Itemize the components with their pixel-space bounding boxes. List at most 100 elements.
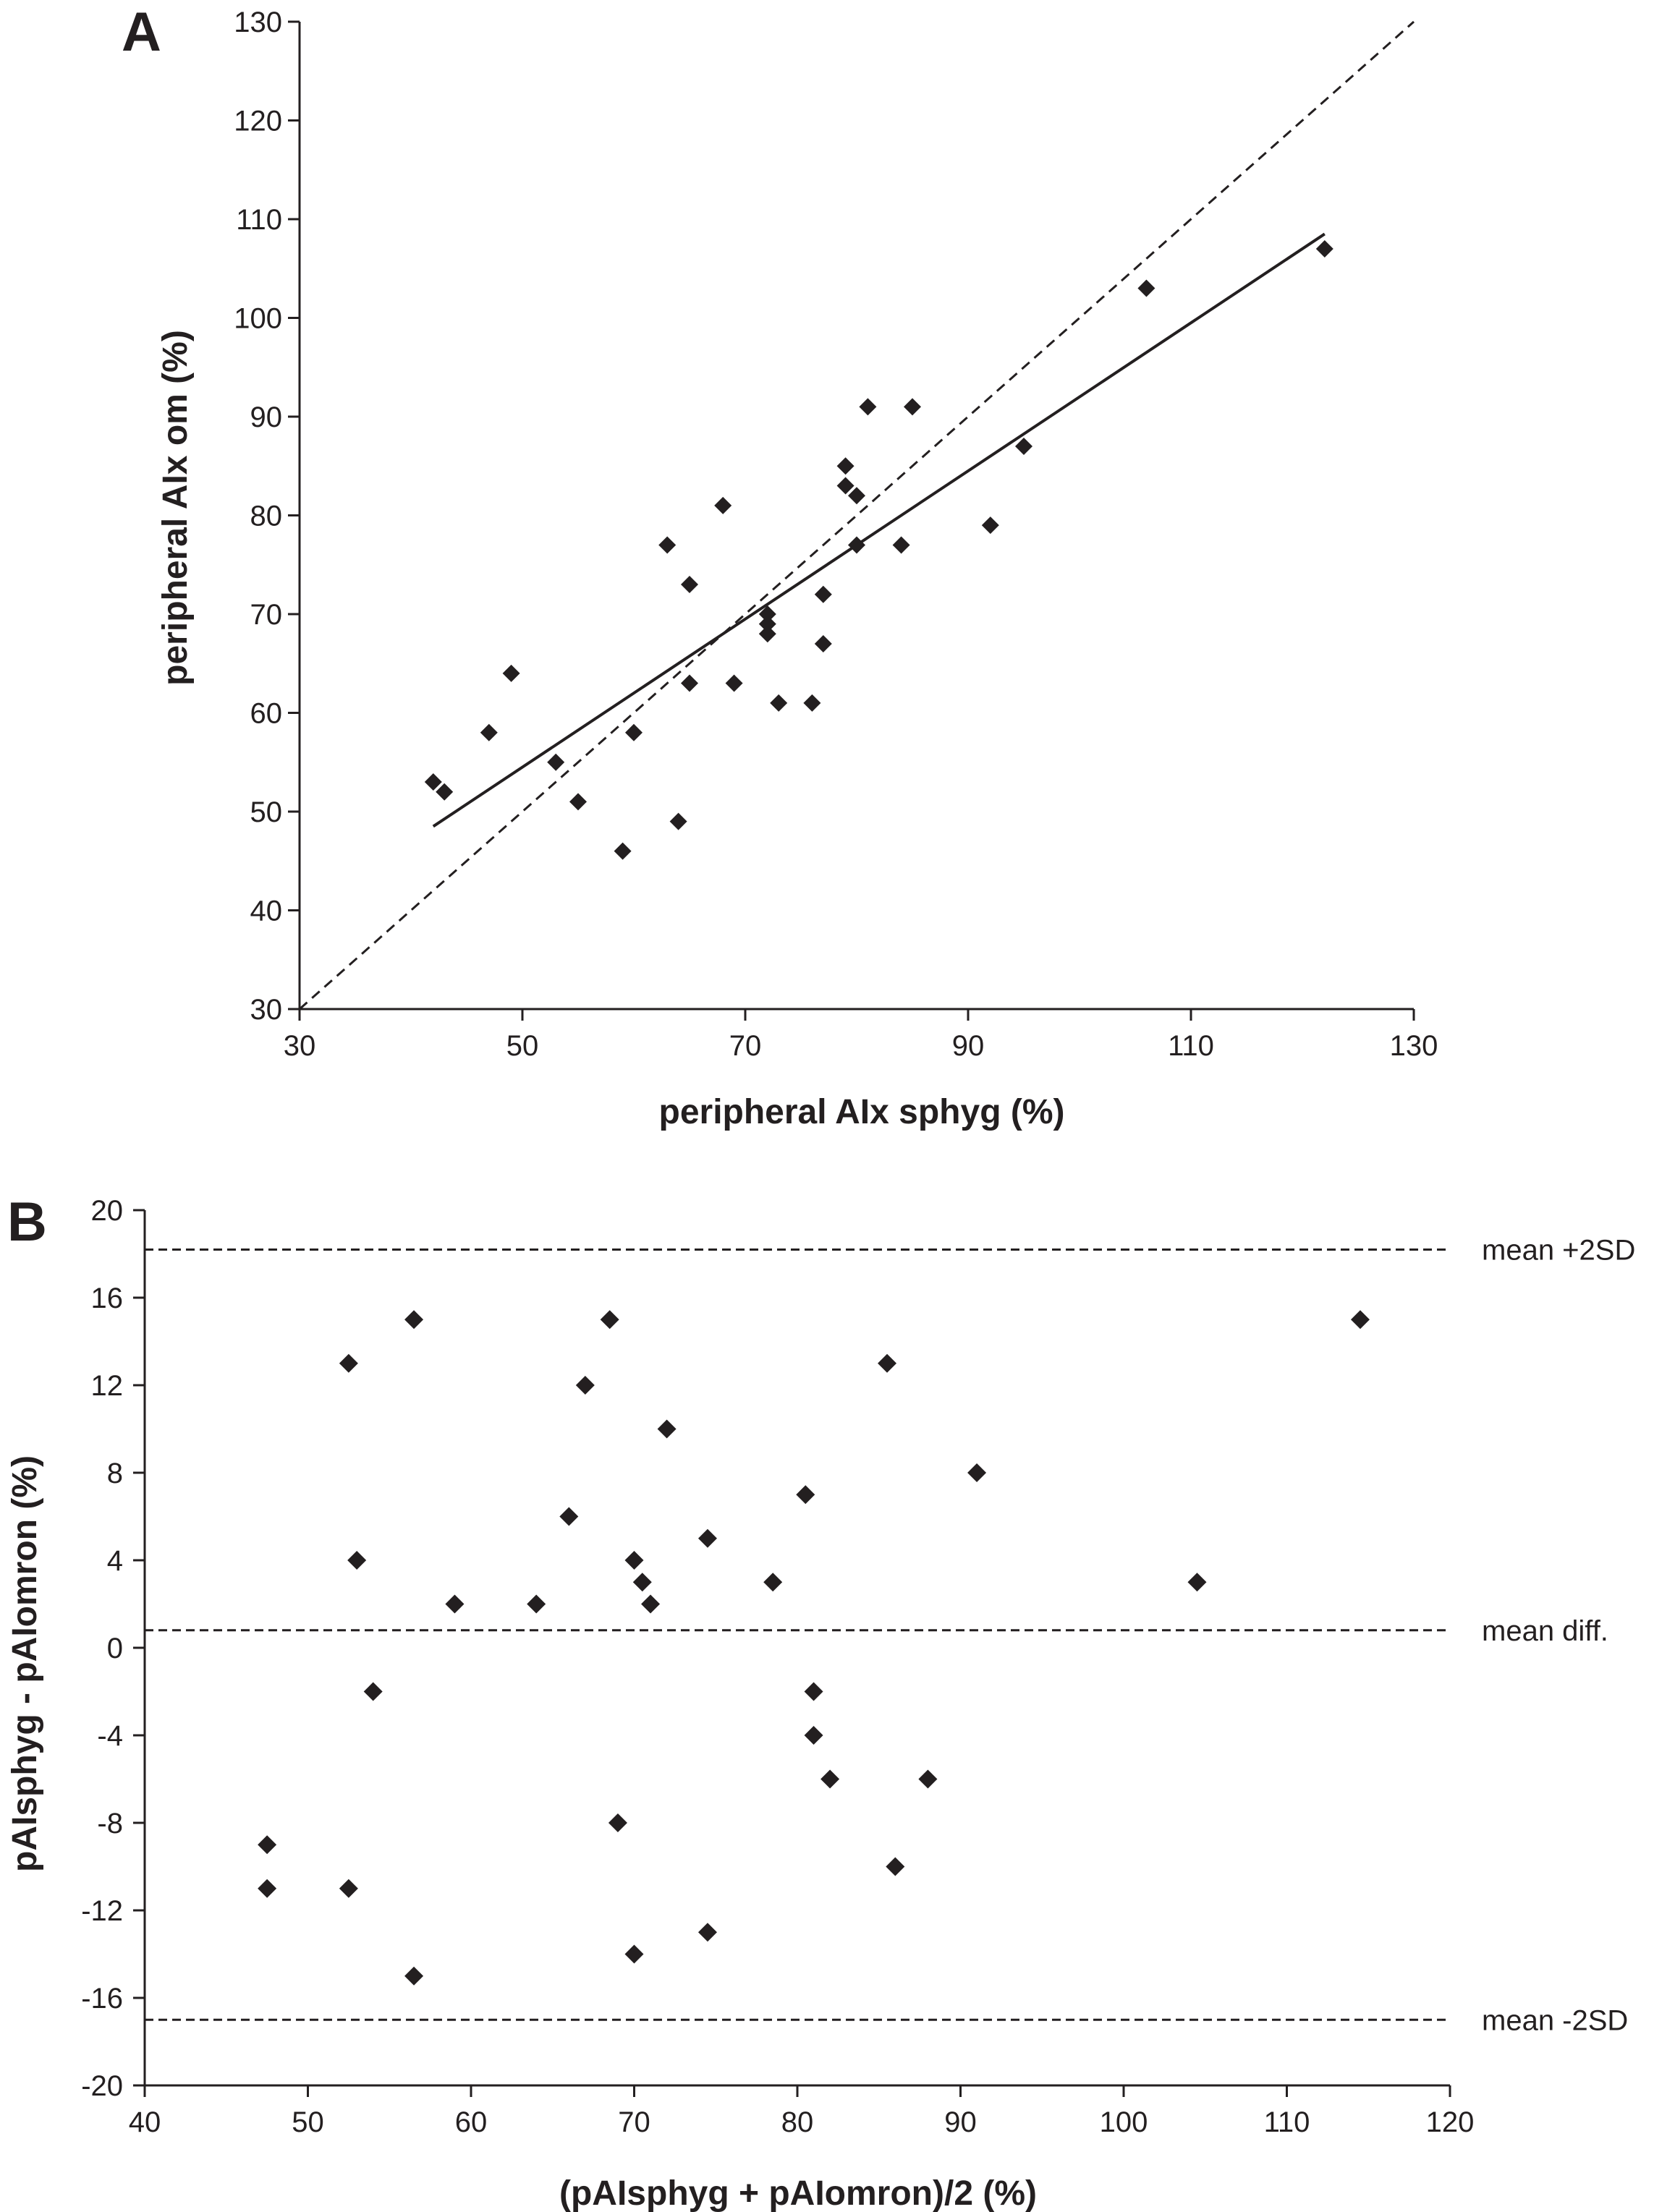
panel-b-x-tick-label: 90 bbox=[944, 2106, 977, 2138]
panel-b-data-point bbox=[404, 1966, 424, 1986]
panel-b-data-point bbox=[624, 1551, 644, 1570]
panel-a-y-tick-label: 30 bbox=[250, 994, 283, 1026]
panel-a-y-tick-label: 70 bbox=[250, 599, 283, 631]
panel-a-data-point bbox=[681, 674, 698, 692]
panel-b-letter: B bbox=[7, 1191, 47, 1253]
panel-a-data-point bbox=[714, 496, 732, 514]
panel-b-data-point bbox=[575, 1376, 595, 1395]
panel-b-x-tick-label: 80 bbox=[781, 2106, 814, 2138]
panel-b-x-tick-label: 110 bbox=[1264, 2106, 1310, 2138]
panel-b-data-point bbox=[347, 1551, 367, 1570]
panel-a-y-tick-label: 100 bbox=[234, 303, 282, 335]
panel-b-data-point bbox=[339, 1879, 358, 1898]
panel-a-x-tick-label: 70 bbox=[729, 1030, 762, 1062]
panel-b-data-point bbox=[1187, 1573, 1207, 1592]
panel-b-plot-area: -20 -16 -12 -8 -4 0 4 8 12 16 20 40 50 60 70 80 90 100 110… bbox=[81, 1195, 1635, 2138]
panel-a-y-tick-label: 80 bbox=[250, 501, 283, 532]
panel-b-y-tick-label: -16 bbox=[81, 1983, 123, 2015]
panel-b-data-point bbox=[600, 1310, 619, 1330]
panel-b-data-point bbox=[445, 1594, 465, 1614]
panel-a-x-tick-label: 110 bbox=[1168, 1030, 1214, 1062]
panel-a-data-point bbox=[547, 753, 565, 771]
panel-b-data-point bbox=[763, 1573, 783, 1592]
panel-b-x-tick-label: 60 bbox=[455, 2106, 488, 2138]
panel-a-y-tick-label: 40 bbox=[250, 896, 283, 927]
panel-a-scatter-plot: A 30 40 50 60 70 80 90 100 110 120 130 30 50 70 90 110 1… bbox=[122, 1, 1438, 1131]
panel-b-data-point bbox=[804, 1726, 823, 1745]
panel-b-data-point bbox=[641, 1594, 661, 1614]
panel-b-data-point bbox=[697, 1528, 717, 1548]
panel-a-data-point bbox=[480, 723, 498, 741]
panel-a-y-axis-title: peripheral AIx om (%) bbox=[156, 330, 195, 686]
panel-a-y-tick-label: 90 bbox=[250, 401, 283, 433]
panel-b-y-tick-label: -4 bbox=[97, 1720, 123, 1752]
panel-a-data-point bbox=[758, 625, 776, 643]
panel-a-x-tick-label: 30 bbox=[284, 1030, 316, 1062]
panel-a-data-point bbox=[814, 634, 832, 652]
panel-b-data-point bbox=[796, 1485, 815, 1505]
panel-a-data-point bbox=[1315, 239, 1333, 258]
panel-b-y-tick-label: 12 bbox=[91, 1370, 124, 1402]
panel-a-data-point bbox=[836, 477, 855, 495]
panel-b-data-point bbox=[258, 1835, 277, 1855]
panel-b-y-tick-label: -12 bbox=[81, 1895, 123, 1927]
panel-b-data-point bbox=[624, 1944, 644, 1964]
panel-b-data-point bbox=[258, 1879, 277, 1898]
panel-a-data-point bbox=[848, 536, 865, 554]
panel-a-x-tick-label: 130 bbox=[1390, 1030, 1438, 1062]
panel-b-data-point bbox=[697, 1923, 717, 1942]
panel-b-data-point bbox=[804, 1682, 823, 1701]
panel-a-identity-line bbox=[299, 20, 1415, 1011]
panel-a-data-point bbox=[658, 536, 677, 554]
panel-a-data-point bbox=[814, 585, 832, 603]
panel-a-data-point bbox=[758, 615, 776, 633]
panel-b-data-point bbox=[559, 1507, 579, 1526]
panel-a-plot-area: 30 40 50 60 70 80 90 100 110 120 130 30 50 70 90 110 130 bbox=[234, 7, 1438, 1062]
panel-b-y-tick-label: 20 bbox=[91, 1195, 124, 1227]
panel-a-data-point bbox=[1137, 279, 1155, 297]
panel-a-data-point bbox=[625, 723, 643, 741]
panel-b-bland-altman-plot: B -20 -16 -12 -8 -4 0 4 8 12 16 20 40 50 60 70 80 90 100 1… bbox=[6, 1191, 1635, 2212]
panel-b-x-tick-label: 40 bbox=[129, 2106, 161, 2138]
panel-b-data-point bbox=[878, 1353, 897, 1373]
panel-a-data-point bbox=[892, 536, 910, 554]
panel-a-data-point bbox=[569, 793, 587, 811]
panel-a-data-point bbox=[758, 605, 776, 623]
panel-b-data-point bbox=[527, 1594, 546, 1614]
panel-a-data-point bbox=[1015, 437, 1032, 455]
panel-a-letter: A bbox=[122, 1, 161, 63]
panel-a-data-point bbox=[502, 664, 520, 682]
panel-b-data-point bbox=[363, 1682, 383, 1701]
panel-a-regression-line bbox=[432, 232, 1326, 828]
panel-a-data-point bbox=[848, 487, 865, 505]
panel-b-data-point bbox=[608, 1813, 627, 1832]
panel-b-y-axis-title: pAIsphyg - pAIomron (%) bbox=[6, 1455, 44, 1872]
panel-b-x-tick-label: 120 bbox=[1426, 2106, 1475, 2138]
panel-b-y-tick-label: 8 bbox=[107, 1458, 123, 1489]
panel-a-data-point bbox=[424, 773, 442, 791]
panel-a-data-point bbox=[981, 516, 999, 535]
panel-b-x-axis-title: (pAIsphyg + pAIomron)/2 (%) bbox=[559, 2174, 1037, 2212]
panel-b-data-point bbox=[404, 1310, 424, 1330]
panel-b-y-tick-label: 16 bbox=[91, 1282, 124, 1314]
panel-a-y-tick-label: 120 bbox=[234, 106, 282, 137]
panel-a-data-point bbox=[770, 694, 788, 712]
panel-b-data-point bbox=[886, 1857, 905, 1876]
panel-b-data-point bbox=[918, 1769, 938, 1789]
panel-a-data-point bbox=[859, 398, 877, 416]
panel-a-y-tick-label: 50 bbox=[250, 796, 283, 828]
panel-a-x-tick-label: 50 bbox=[506, 1030, 539, 1062]
panel-b-data-point bbox=[632, 1573, 652, 1592]
panel-b-x-tick-label: 70 bbox=[618, 2106, 650, 2138]
panel-b-data-point bbox=[1350, 1310, 1370, 1330]
panel-b-ref-label-mean-2sd: mean +2SD bbox=[1482, 1234, 1635, 1266]
panel-b-data-point bbox=[657, 1419, 677, 1439]
panel-a-data-point bbox=[725, 674, 743, 692]
panel-b-ref-label-mean-diff: mean diff. bbox=[1482, 1615, 1608, 1647]
panel-b-ref-label-mean-2sd: mean -2SD bbox=[1482, 2004, 1628, 2036]
panel-b-x-tick-label: 50 bbox=[292, 2106, 324, 2138]
panel-a-data-point bbox=[836, 457, 855, 475]
panel-a-data-point bbox=[669, 812, 687, 830]
panel-a-data-point bbox=[436, 783, 454, 801]
